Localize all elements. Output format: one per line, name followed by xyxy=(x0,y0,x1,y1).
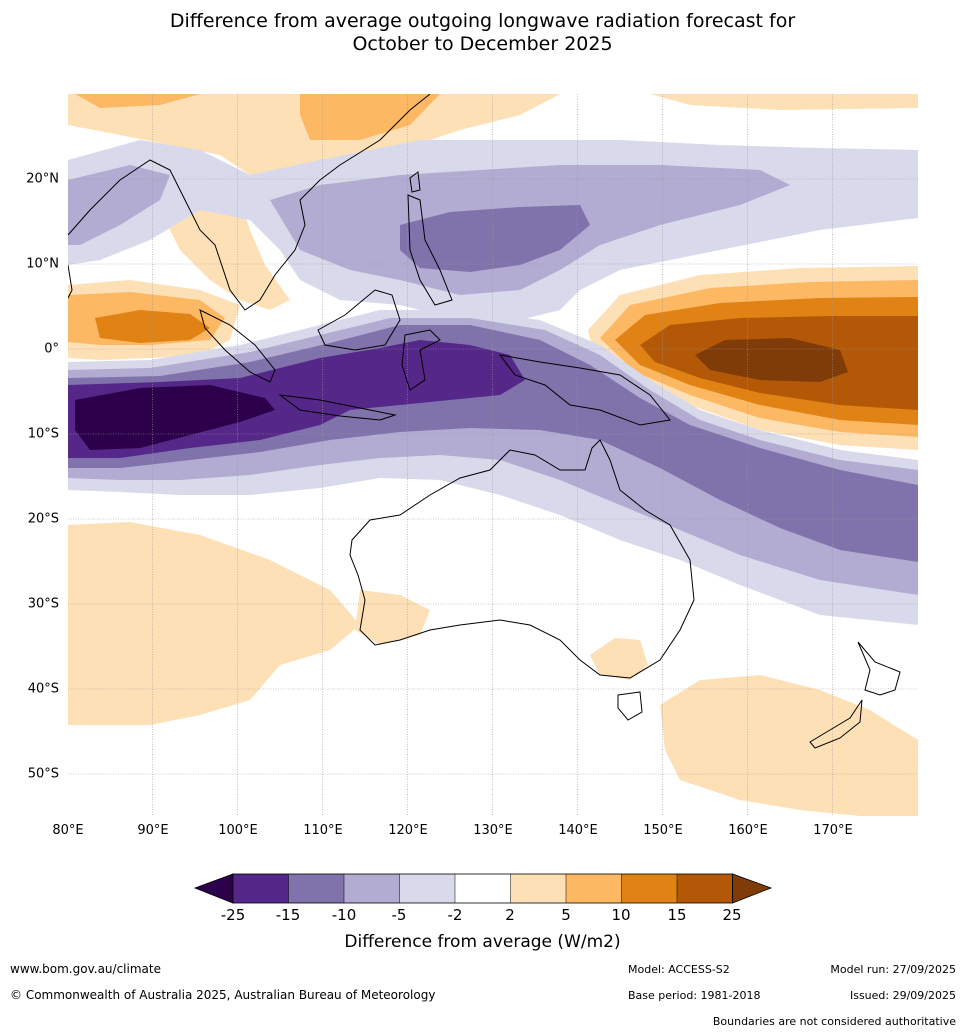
lat-label-30s: 30°S xyxy=(27,596,59,612)
coastline-philippines xyxy=(407,194,453,306)
anomaly-region-positive-ne-corner xyxy=(650,94,918,110)
footer-model: Model: ACCESS-S2 xyxy=(628,963,730,976)
anomaly-region-positive-nw-corner xyxy=(75,94,200,108)
lon-label-140e: 140°E xyxy=(558,823,598,838)
lat-label-10s: 10°S xyxy=(27,426,59,442)
lon-label-160e: 160°E xyxy=(728,823,768,838)
anomaly-region-negative-north-band-mid xyxy=(68,165,170,245)
lon-label-170e: 170°E xyxy=(813,823,853,838)
colorbar-segment-2-5 xyxy=(510,874,566,903)
anomaly-region-positive-south-indian xyxy=(68,522,360,725)
colorbar-segment-15-25 xyxy=(677,874,733,903)
lon-label-90e: 90°E xyxy=(137,823,169,838)
footer-website: www.bom.gov.au/climate xyxy=(10,962,161,976)
lon-label-80e: 80°E xyxy=(52,823,84,838)
colorbar-tick-25: 25 xyxy=(722,906,742,924)
coastline-asia-mainland xyxy=(68,94,431,311)
lat-label-40s: 40°S xyxy=(27,681,59,697)
colorbar-segment-10-15 xyxy=(621,874,677,903)
colorbar-tick-neg10: -10 xyxy=(331,906,357,924)
footer-model-run: Model run: 27/09/2025 xyxy=(830,963,956,976)
anomaly-region-positive-victoria xyxy=(590,638,648,680)
footer-copyright: © Commonwealth of Australia 2025, Austra… xyxy=(10,988,436,1002)
map-title: Difference from average outgoing longwav… xyxy=(0,10,965,56)
footer-issued: Issued: 29/09/2025 xyxy=(849,989,956,1002)
anomaly-region-negative-indian-core xyxy=(75,385,275,450)
footer-disclaimer: Boundaries are not considered authoritat… xyxy=(712,1015,956,1028)
footer-base-period: Base period: 1981-2018 xyxy=(628,989,761,1002)
colorbar-tick-15: 15 xyxy=(667,906,687,924)
coastline-borneo xyxy=(317,289,401,351)
colorbar-tick-10: 10 xyxy=(611,906,631,924)
graticule xyxy=(68,94,918,816)
map-title-line2: October to December 2025 xyxy=(352,33,613,55)
anomaly-region-negative-philippine-core xyxy=(400,205,590,272)
lat-label-10n: 10°N xyxy=(26,256,59,272)
lat-label-20s: 20°S xyxy=(27,511,59,527)
colorbar-tick-neg2: -2 xyxy=(447,906,463,924)
colorbar-segment-neg10-neg5 xyxy=(344,874,400,903)
coastline-java xyxy=(278,394,397,421)
lon-label-120e: 120°E xyxy=(388,823,428,838)
lat-label-0: 0° xyxy=(44,341,59,357)
lat-label-20n: 20°N xyxy=(26,171,59,187)
colorbar-extend-high xyxy=(732,873,773,904)
lon-label-130e: 130°E xyxy=(473,823,513,838)
colorbar-segment-neg25-neg15 xyxy=(233,874,289,903)
coastlines xyxy=(68,94,901,749)
coastline-sumatra xyxy=(199,309,276,383)
coastline-sri-lanka xyxy=(68,264,73,299)
anomaly-region-positive-china-core xyxy=(300,94,440,140)
colorbar-tick-5: 5 xyxy=(561,906,571,924)
colorbar-label: Difference from average (W/m2) xyxy=(344,932,621,952)
olr-anomaly-map xyxy=(68,94,918,816)
coastline-sulawesi xyxy=(401,329,441,391)
colorbar-tick-neg25: -25 xyxy=(220,906,246,924)
colorbar-outline xyxy=(232,873,733,904)
coastline-new-guinea xyxy=(498,354,671,426)
coastline-new-zealand-north xyxy=(857,641,901,696)
coastline-australia xyxy=(349,439,695,679)
coastline-taiwan xyxy=(409,171,421,193)
coastline-new-zealand-south xyxy=(809,699,863,749)
colorbar-extend-low xyxy=(193,873,234,904)
colorbar-tick-neg15: -15 xyxy=(275,906,301,924)
map-title-line1: Difference from average outgoing longwav… xyxy=(169,10,796,32)
colorbar-segment-neg15-neg10 xyxy=(288,874,344,903)
lat-label-50s: 50°S xyxy=(27,766,59,782)
coastline-tasmania xyxy=(617,691,643,721)
lon-label-150e: 150°E xyxy=(643,823,683,838)
colorbar-tick-2: 2 xyxy=(505,906,515,924)
lon-label-100e: 100°E xyxy=(218,823,258,838)
colorbar-dividers xyxy=(288,874,678,903)
colorbar-tick-neg5: -5 xyxy=(391,906,407,924)
lon-label-110e: 110°E xyxy=(303,823,343,838)
colorbar-segment-5-10 xyxy=(566,874,622,903)
colorbar-segment-neg5-neg2 xyxy=(399,874,455,903)
colorbar-segment-neg2-2 xyxy=(455,874,511,903)
anomaly-region-positive-tasman xyxy=(660,675,918,816)
